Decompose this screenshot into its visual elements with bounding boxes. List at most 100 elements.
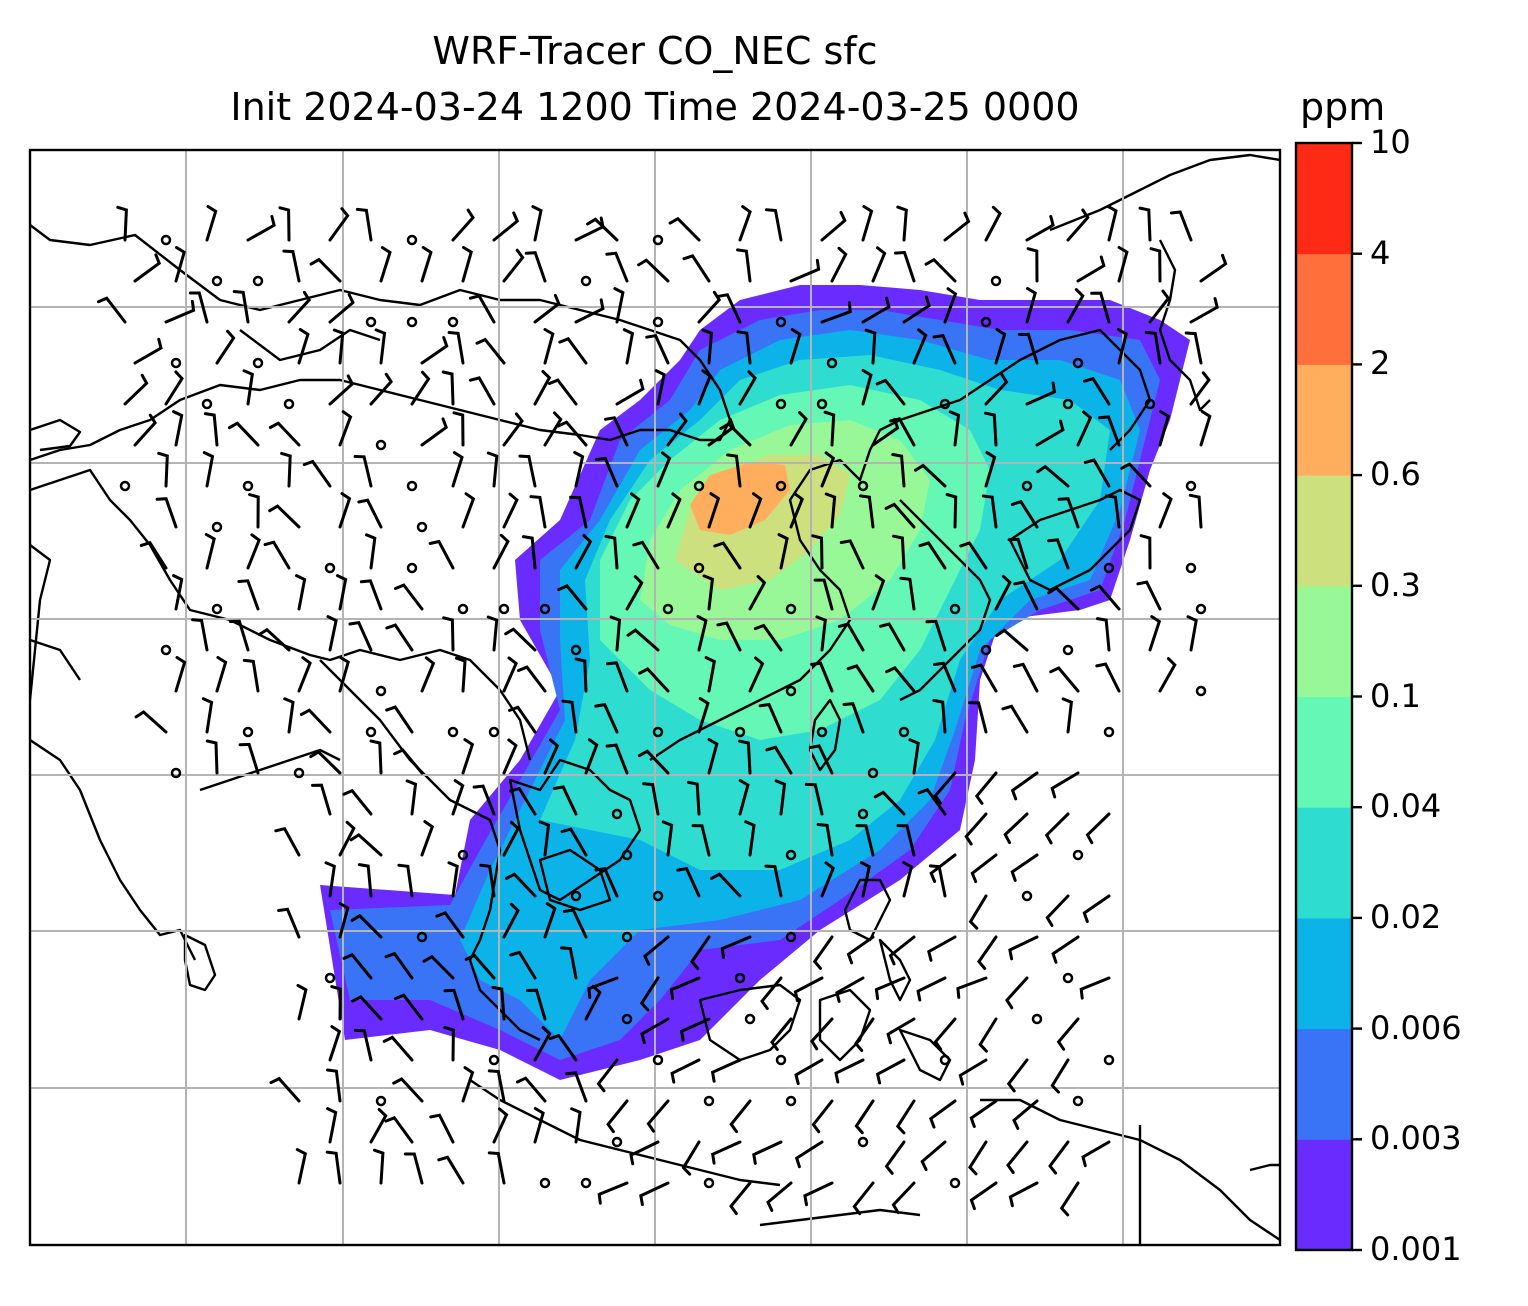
wind-barb [895, 1099, 916, 1135]
wind-barb [562, 908, 588, 939]
wind-calm-marker [242, 480, 254, 492]
wind-barb [215, 656, 228, 693]
wind-calm-marker [662, 603, 674, 615]
wind-barb [716, 621, 742, 652]
wind-barb [359, 579, 383, 611]
wind-barb [770, 1017, 793, 1051]
wind-barb [1012, 1099, 1039, 1130]
wind-barb [824, 492, 837, 529]
wind-barb [696, 615, 708, 652]
wind-barb [1089, 584, 1121, 611]
wind-barb [736, 330, 752, 365]
wind-calm-marker [775, 1054, 787, 1066]
wind-calm-marker [898, 726, 910, 738]
wind-barb [896, 205, 908, 242]
wind-barb [676, 867, 701, 898]
wind-barb [324, 861, 336, 898]
wind-barb [461, 492, 476, 529]
wind-barb [810, 1017, 834, 1051]
wind-barb [429, 1113, 455, 1144]
wind-calm-marker [939, 398, 951, 410]
wind-barb [861, 205, 874, 242]
wind-barb [918, 541, 947, 570]
wind-barb [842, 702, 865, 734]
wind-barb [932, 333, 957, 365]
wind-barb [1035, 419, 1065, 447]
wind-barb [295, 574, 307, 611]
wind-calm-marker [447, 316, 459, 328]
wind-barb [365, 533, 377, 570]
wind-barb [574, 534, 593, 570]
wind-calm-marker [1185, 562, 1197, 574]
wind-barb [839, 539, 865, 570]
wind-barb [871, 574, 886, 611]
wind-barb [1076, 410, 1093, 447]
wind-barb [717, 293, 742, 324]
wind-barb [605, 251, 629, 283]
wind-barb [325, 1150, 342, 1185]
wind-barb [744, 820, 756, 857]
wind-barb [353, 455, 373, 488]
wind-barb [666, 492, 682, 529]
wind-barb [569, 495, 588, 529]
wind-barb [933, 661, 957, 693]
wind-calm-marker [580, 275, 592, 287]
wind-barb [912, 328, 928, 365]
wind-barb [682, 254, 711, 283]
wind-barb [1025, 381, 1057, 406]
wind-barb [203, 412, 219, 447]
wind-barb [925, 619, 947, 652]
wind-barb [164, 370, 184, 406]
wind-barb [451, 208, 475, 242]
wind-barb [351, 995, 383, 1021]
wind-calm-marker [293, 767, 305, 779]
wind-barb [297, 328, 310, 365]
wind-barb [336, 574, 348, 611]
wind-barb [1017, 332, 1039, 365]
wind-barb [205, 205, 218, 242]
wind-barb [736, 248, 752, 283]
wind-calm-marker [857, 480, 869, 492]
wind-barb [263, 540, 291, 570]
wind-barb [518, 454, 537, 488]
coastlines [30, 153, 1280, 1245]
wind-barb [613, 287, 625, 324]
wind-barb [758, 702, 783, 734]
wind-barb [719, 422, 752, 447]
wind-barb [711, 1140, 742, 1165]
wind-barb [697, 369, 712, 406]
wind-barb [422, 954, 455, 980]
wind-barb [504, 627, 537, 652]
wind-calm-marker [1103, 726, 1115, 738]
wind-calm-marker [1021, 890, 1033, 902]
wind-calm-marker [406, 480, 418, 492]
wind-barb [810, 661, 834, 693]
wind-barb [296, 984, 308, 1021]
wind-barb [984, 411, 998, 447]
wind-calm-marker [816, 726, 828, 738]
wind-barb [748, 656, 765, 693]
wind-barb [594, 456, 619, 488]
wind-barb [1047, 538, 1070, 570]
wind-barb [397, 863, 414, 898]
wind-barb [984, 205, 1002, 242]
wind-barb [1006, 1140, 1029, 1174]
wind-barb [1013, 580, 1039, 611]
wind-barb [297, 656, 312, 693]
wind-barb [889, 417, 916, 447]
wind-barb [486, 451, 499, 488]
wind-barb [852, 1181, 875, 1216]
wind-calm-marker [375, 685, 387, 697]
wind-barb [479, 863, 496, 898]
wind-barb [686, 780, 701, 816]
wind-barb [956, 976, 988, 999]
wind-calm-marker [621, 1013, 633, 1025]
wind-barb [372, 1148, 385, 1185]
wind-calm-marker [785, 849, 797, 861]
colorbar-tick-label: 4 [1370, 233, 1391, 272]
wind-barb [594, 866, 619, 898]
wind-barb [468, 294, 496, 324]
wind-barb [959, 541, 988, 570]
wind-calm-marker [775, 316, 787, 328]
